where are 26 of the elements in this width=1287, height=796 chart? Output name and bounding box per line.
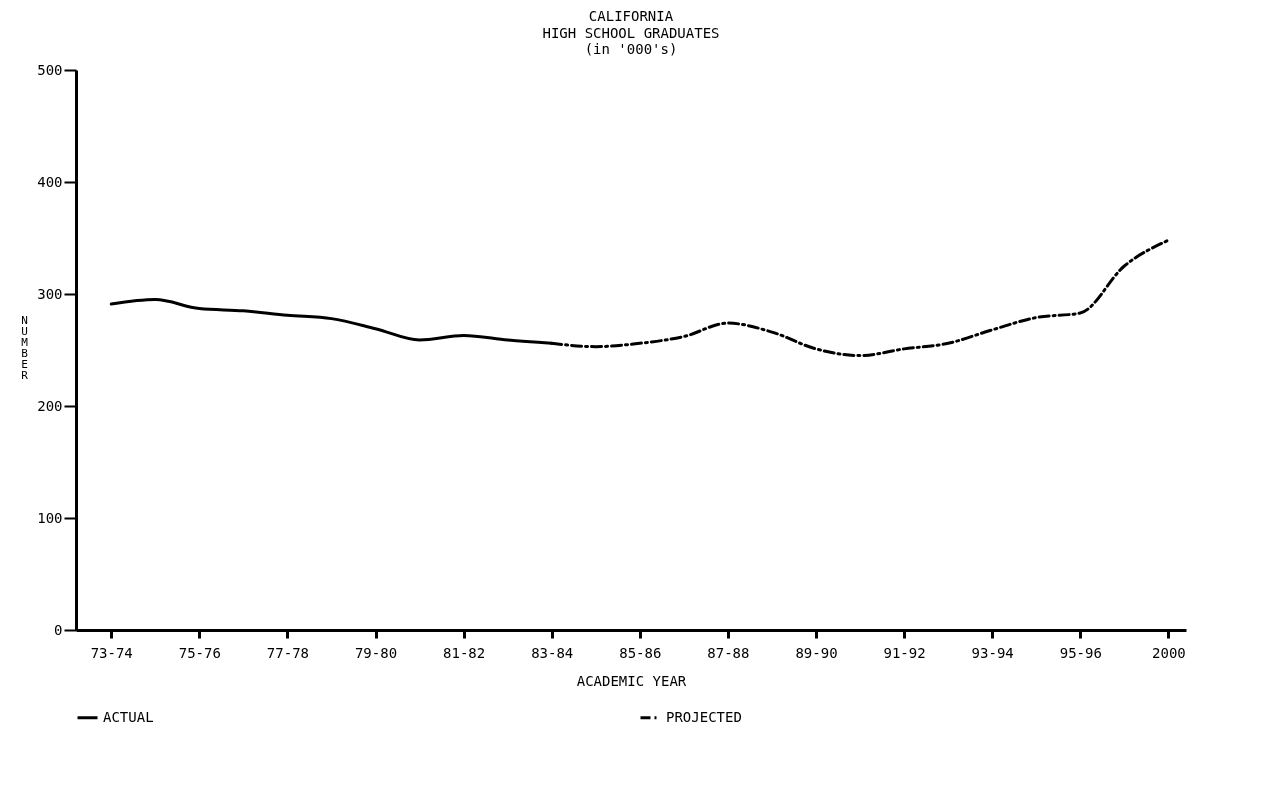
x-tick-label: 77-78 <box>266 644 310 661</box>
x-axis-title: ACADEMIC YEAR <box>576 672 687 689</box>
x-tick-label: 89-90 <box>795 644 838 661</box>
y-tick-label: 200 <box>37 397 63 414</box>
x-tick-label: 75-76 <box>178 644 221 661</box>
x-tick-label: 95-96 <box>1059 644 1102 661</box>
y-tick-label: 400 <box>37 173 63 190</box>
x-tick-label: 2000 <box>1152 644 1186 661</box>
y-tick-label: 100 <box>37 509 63 526</box>
text: HIGH SCHOOL GRADUATES <box>542 25 720 41</box>
y-axis-title: NUMBER <box>21 313 29 382</box>
x-tick-label: 87-88 <box>707 644 750 661</box>
legend-label: PROJECTED <box>666 708 742 725</box>
x-tick-label: 91-92 <box>883 644 926 661</box>
legend-label: ACTUAL <box>103 708 154 725</box>
x-tick-label: 83-84 <box>531 644 574 661</box>
y-tick-label: 0 <box>54 621 63 638</box>
x-tick-label: 79-80 <box>354 644 398 661</box>
x-tick-label: 85-86 <box>619 644 662 661</box>
y-tick-label: 300 <box>37 285 63 302</box>
chart-title: CALIFORNIA <box>588 8 674 24</box>
x-tick-label: 93-94 <box>971 644 1014 661</box>
x-tick-label: 73-74 <box>90 644 133 661</box>
text: (in '000's) <box>584 41 678 57</box>
y-tick-label: 500 <box>37 61 63 78</box>
x-tick-label: 81-82 <box>443 644 486 661</box>
